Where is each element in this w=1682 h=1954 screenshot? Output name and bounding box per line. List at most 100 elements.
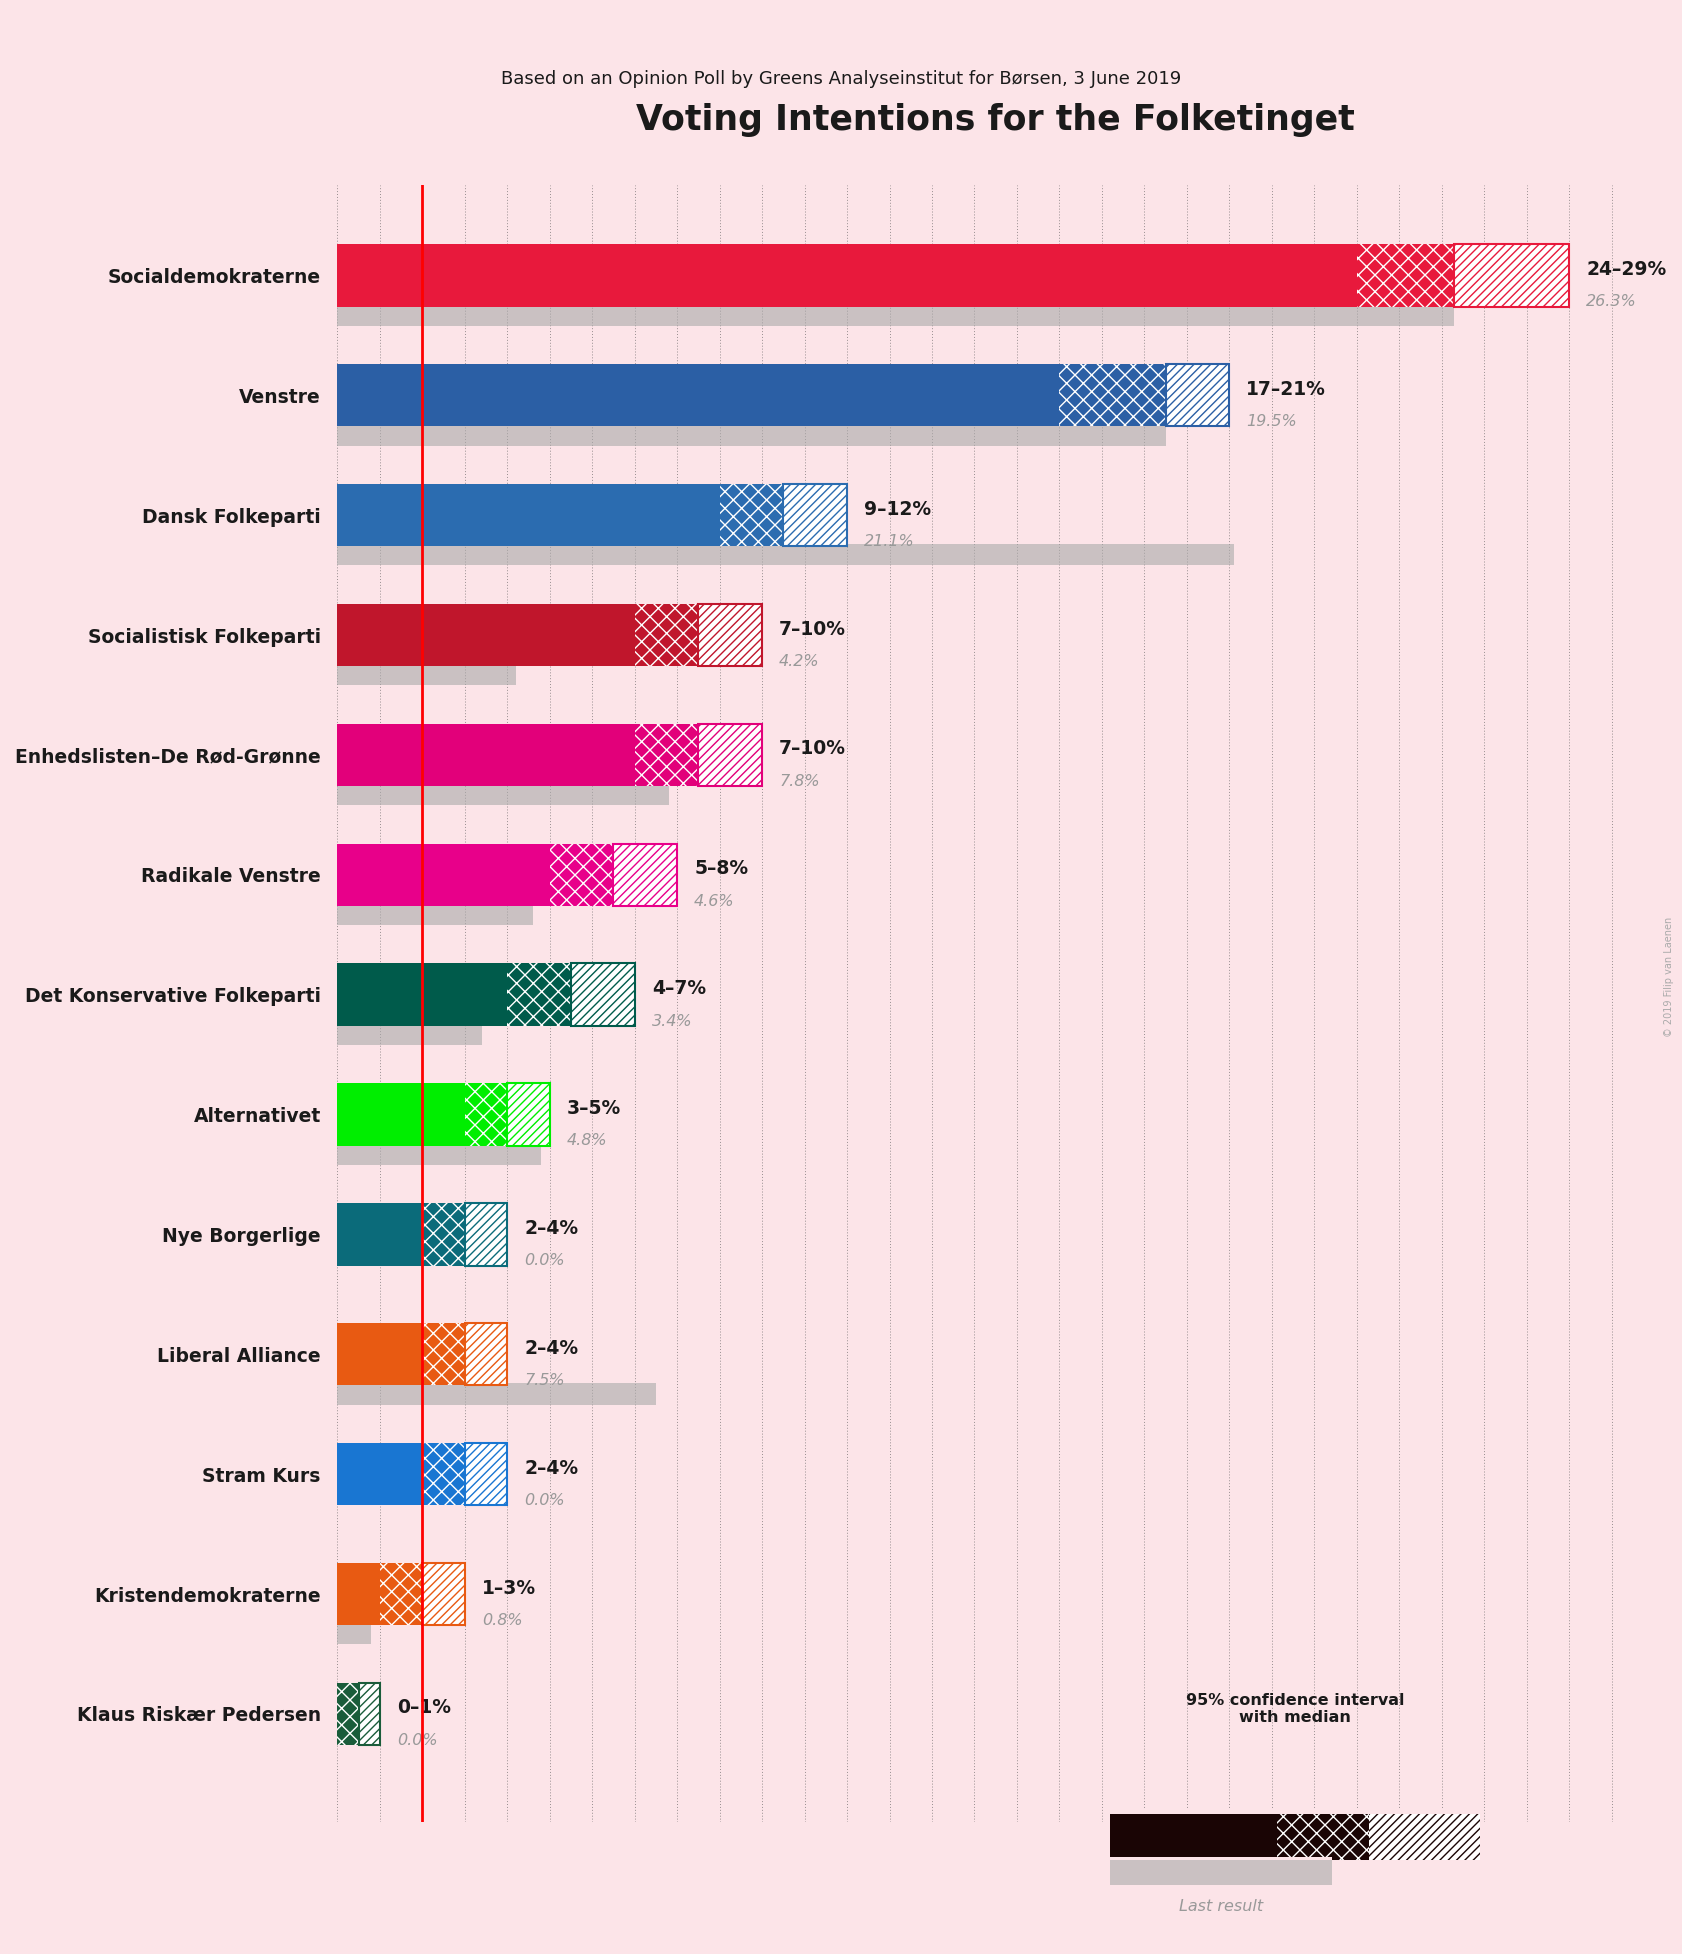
Text: Last result: Last result (1179, 1899, 1263, 1915)
Bar (464, 1204, 508, 1266)
Bar (1060, 363, 1166, 426)
Bar (550, 844, 614, 907)
Bar (338, 363, 1060, 426)
Bar (464, 1323, 508, 1385)
Text: Based on an Opinion Poll by Greens Analyseinstitut for Børsen, 3 June 2019: Based on an Opinion Poll by Greens Analy… (501, 70, 1181, 88)
Bar (422, 1563, 464, 1626)
Bar (338, 903, 533, 924)
Bar (358, 1682, 380, 1745)
Bar (422, 1204, 464, 1266)
Text: 4.6%: 4.6% (695, 893, 735, 909)
Text: 17–21%: 17–21% (1246, 379, 1325, 399)
Bar (338, 1323, 422, 1385)
Text: 2–4%: 2–4% (525, 1219, 579, 1239)
Bar (422, 1442, 464, 1505)
Bar (784, 485, 848, 547)
Bar (422, 1323, 464, 1385)
Bar (422, 1204, 464, 1266)
Bar (338, 604, 634, 666)
Text: 19.5%: 19.5% (1246, 414, 1297, 430)
Bar (464, 1323, 508, 1385)
Text: 4.8%: 4.8% (567, 1133, 607, 1149)
Text: 3–5%: 3–5% (567, 1098, 621, 1118)
Bar (1357, 244, 1455, 307)
Text: 0.8%: 0.8% (481, 1612, 523, 1628)
Text: 2–4%: 2–4% (525, 1338, 579, 1358)
Bar (614, 844, 678, 907)
Bar (338, 1622, 372, 1645)
Bar (634, 604, 698, 666)
Bar (422, 1442, 464, 1505)
Bar (338, 1682, 358, 1745)
Text: 1–3%: 1–3% (481, 1579, 537, 1598)
Bar (1166, 363, 1230, 426)
Bar (698, 604, 762, 666)
Bar (1060, 363, 1166, 426)
Bar (1455, 244, 1569, 307)
Bar (338, 1442, 422, 1505)
Bar (1110, 1813, 1277, 1860)
Bar (1277, 1813, 1369, 1860)
Bar (1455, 244, 1569, 307)
Bar (338, 664, 516, 686)
Text: 7.5%: 7.5% (525, 1374, 565, 1387)
Bar (358, 1682, 380, 1745)
Bar (784, 485, 848, 547)
Bar (614, 844, 678, 907)
Bar (698, 604, 762, 666)
Bar (634, 723, 698, 786)
Text: 9–12%: 9–12% (865, 500, 932, 518)
Bar (1277, 1813, 1369, 1860)
Bar (464, 1442, 508, 1505)
Bar (634, 723, 698, 786)
Bar (338, 1024, 481, 1045)
Bar (1455, 244, 1569, 307)
Bar (464, 1442, 508, 1505)
Text: 26.3%: 26.3% (1586, 295, 1637, 309)
Bar (1369, 1813, 1480, 1860)
Text: 0.0%: 0.0% (525, 1253, 565, 1268)
Bar (550, 844, 614, 907)
Text: 2–4%: 2–4% (525, 1458, 579, 1477)
Bar (338, 1083, 464, 1145)
Bar (464, 1204, 508, 1266)
Bar (464, 1083, 508, 1145)
Text: © 2019 Filip van Laenen: © 2019 Filip van Laenen (1663, 916, 1674, 1038)
Bar (508, 963, 570, 1026)
Bar (784, 485, 848, 547)
Bar (422, 1563, 464, 1626)
Title: Voting Intentions for the Folketinget: Voting Intentions for the Folketinget (636, 104, 1356, 137)
Bar (338, 963, 508, 1026)
Bar (698, 723, 762, 786)
Bar (720, 485, 784, 547)
Bar (338, 305, 1455, 326)
Bar (698, 723, 762, 786)
Bar (338, 1143, 542, 1165)
Bar (338, 784, 669, 805)
Text: 7–10%: 7–10% (779, 739, 846, 758)
Bar (380, 1563, 422, 1626)
Bar (464, 1323, 508, 1385)
Bar (698, 604, 762, 666)
Bar (338, 244, 1357, 307)
Bar (338, 424, 1166, 446)
Bar (380, 1563, 422, 1626)
Bar (508, 1083, 550, 1145)
Bar (464, 1083, 508, 1145)
Text: 3.4%: 3.4% (651, 1014, 693, 1028)
Bar (1369, 1813, 1480, 1860)
Text: 4–7%: 4–7% (651, 979, 706, 998)
Bar (464, 1204, 508, 1266)
Bar (570, 963, 634, 1026)
Bar (508, 963, 570, 1026)
Bar (1166, 363, 1230, 426)
Bar (570, 963, 634, 1026)
Bar (1166, 363, 1230, 426)
Bar (634, 604, 698, 666)
Bar (1110, 1860, 1332, 1886)
Text: 0.0%: 0.0% (525, 1493, 565, 1508)
Bar (338, 1204, 422, 1266)
Bar (338, 1682, 358, 1745)
Bar (422, 1563, 464, 1626)
Text: 4.2%: 4.2% (779, 655, 819, 668)
